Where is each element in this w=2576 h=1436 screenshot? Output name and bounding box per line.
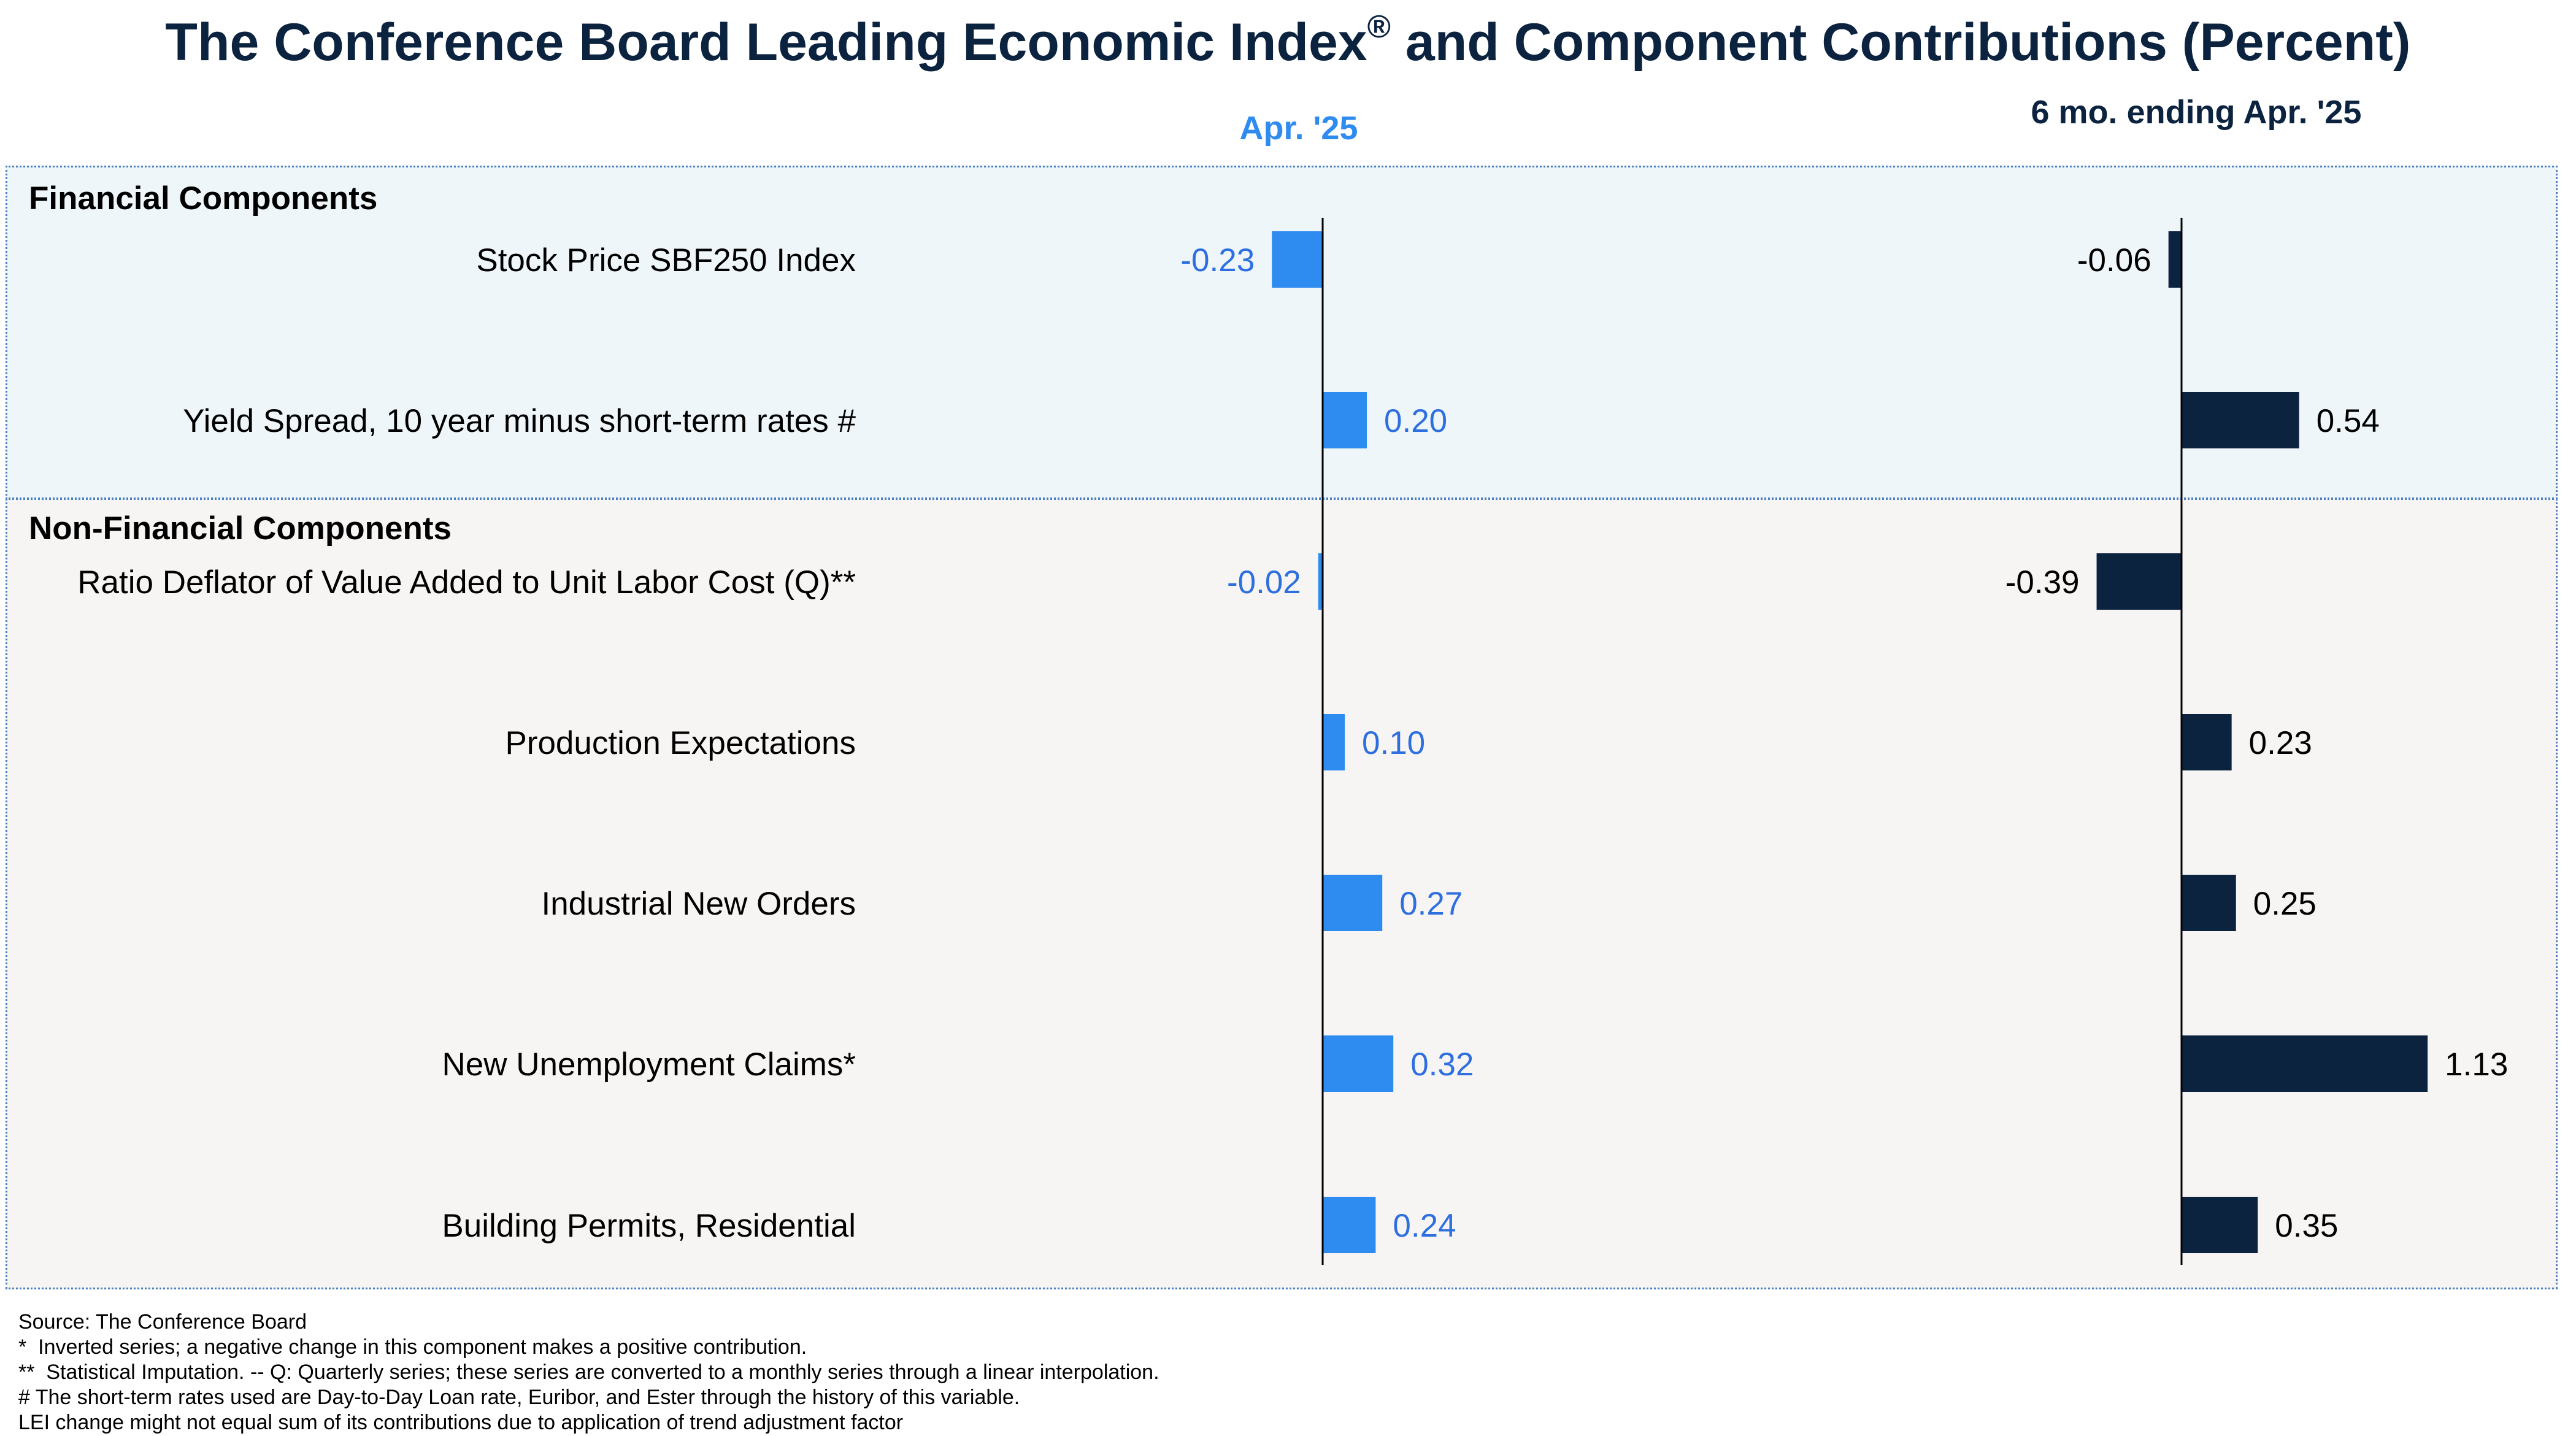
registered-mark: ®: [1367, 9, 1391, 45]
bar-monthly: [1323, 1035, 1394, 1092]
bar-six-month: [2096, 553, 2182, 610]
value-label-monthly: 0.20: [1384, 403, 1447, 439]
footnotes: Source: The Conference Board * Inverted …: [18, 1310, 1159, 1435]
column-header-six-month: 6 mo. ending Apr. '25: [2031, 94, 2362, 131]
chart-title: The Conference Board Leading Economic In…: [0, 9, 2576, 73]
bar-six-month: [2182, 392, 2299, 448]
section-title-nonfinancial: Non-Financial Components: [29, 510, 452, 547]
chart-title-main: The Conference Board Leading Economic In…: [165, 13, 1367, 72]
value-label-six-month: 0.54: [2316, 403, 2380, 439]
value-label-monthly: -0.23: [1180, 242, 1255, 278]
bar-six-month: [2168, 231, 2182, 288]
value-label-six-month: 0.25: [2253, 886, 2316, 922]
bar-six-month: [2182, 1035, 2428, 1092]
footnote-short-term-rates: # The short-term rates used are Day-to-D…: [18, 1386, 1020, 1409]
footnote-imputation: ** Statistical Imputation. -- Q: Quarter…: [18, 1361, 1159, 1384]
bar-monthly: [1318, 553, 1323, 610]
footnote-inverted: * Inverted series; a negative change in …: [18, 1335, 807, 1359]
category-label: Ratio Deflator of Value Added to Unit La…: [77, 564, 856, 601]
chart-title-tail: and Component Contributions (Percent): [1390, 13, 2411, 72]
bar-monthly: [1323, 714, 1345, 770]
bar-six-month: [2182, 714, 2232, 770]
category-label: Industrial New Orders: [541, 886, 856, 922]
section-title-financial: Financial Components: [29, 180, 378, 217]
value-label-monthly: 0.24: [1393, 1208, 1456, 1244]
category-label: New Unemployment Claims*: [442, 1046, 856, 1083]
bar-monthly: [1323, 1197, 1376, 1253]
footnote-trend-adjustment: LEI change might not equal sum of its co…: [18, 1411, 904, 1434]
column-header-monthly: Apr. '25: [1239, 110, 1358, 147]
bar-monthly: [1272, 231, 1323, 288]
value-label-six-month: 1.13: [2445, 1046, 2508, 1083]
value-label-six-month: 0.23: [2249, 725, 2312, 761]
category-label: Building Permits, Residential: [442, 1208, 856, 1244]
value-label-monthly: 0.27: [1399, 886, 1463, 922]
value-label-six-month: -0.06: [2077, 242, 2151, 278]
value-label-monthly: -0.02: [1227, 564, 1301, 601]
value-label-six-month: 0.35: [2275, 1208, 2338, 1244]
bar-monthly: [1323, 392, 1367, 448]
nonfinancial-components-panel: Non-Financial Components: [6, 498, 2558, 1289]
footnote-source: Source: The Conference Board: [18, 1310, 307, 1334]
bar-six-month: [2182, 1197, 2258, 1253]
category-label: Stock Price SBF250 Index: [476, 242, 856, 278]
bar-six-month: [2182, 875, 2236, 931]
category-label: Production Expectations: [505, 725, 856, 761]
financial-components-panel: Financial Components: [6, 166, 2558, 499]
category-label: Yield Spread, 10 year minus short-term r…: [183, 403, 856, 439]
value-label-six-month: -0.39: [2005, 564, 2080, 601]
value-label-monthly: 0.32: [1410, 1046, 1474, 1083]
bar-monthly: [1323, 875, 1383, 931]
value-label-monthly: 0.10: [1362, 725, 1425, 761]
